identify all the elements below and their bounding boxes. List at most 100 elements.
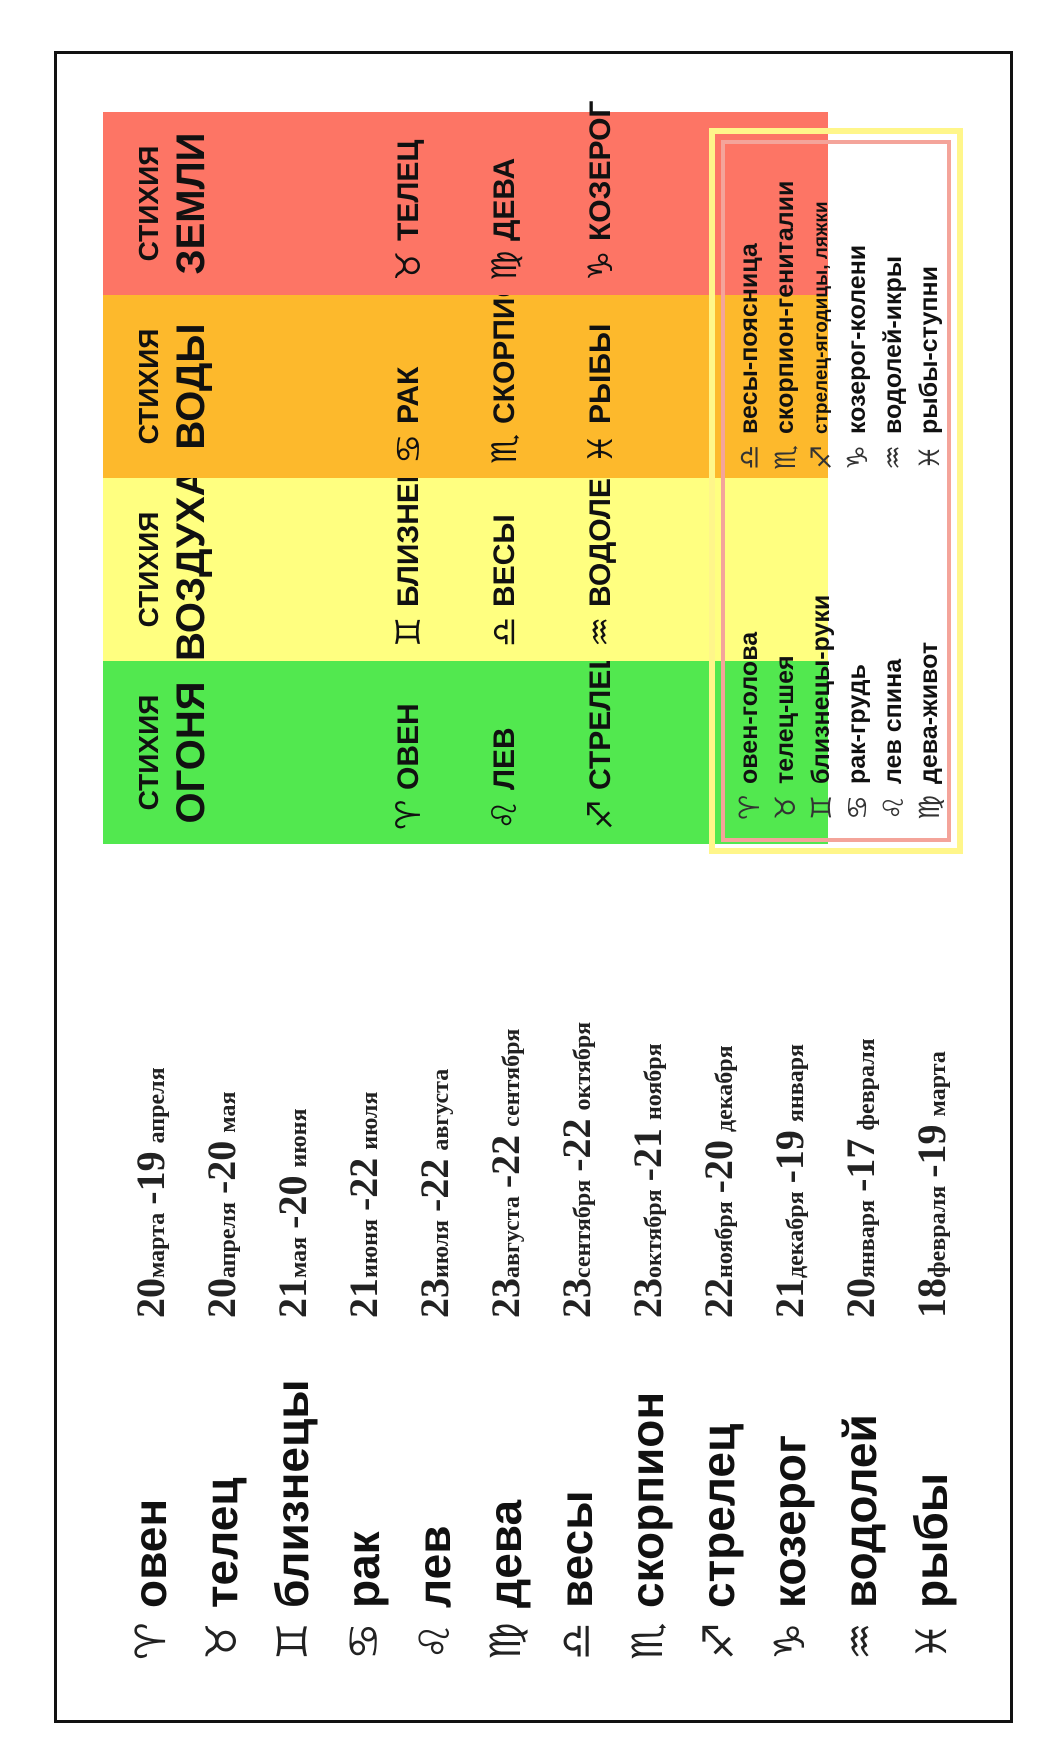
legend-text: рыбы-ступни: [915, 266, 943, 434]
element-sign-symbol: ♉︎: [389, 250, 429, 281]
legend-inner: ♈︎ овен-голова ♉︎ телец-шея ♊︎ близнецы-руки ♋…: [721, 140, 951, 842]
sign-symbol: ♍︎: [480, 1622, 530, 1660]
start-day: 22: [695, 1278, 741, 1318]
legend-item: ♓︎ рыбы-ступни: [913, 266, 946, 470]
element-line1: СТИХИЯ: [133, 145, 164, 262]
sign-symbol: ♉︎: [196, 1622, 246, 1660]
sign-dates: 21 июня -22 июля: [340, 1084, 387, 1318]
sign-symbol: ♈︎: [125, 1622, 175, 1660]
element-sign-name: РЫБЫ: [584, 323, 617, 424]
legend-symbol: ♋︎: [841, 794, 874, 820]
legend-text: скорпион-гениталии: [771, 180, 799, 434]
sign-name: телец: [195, 1477, 247, 1608]
legend-item: ♎︎ весы-поясница: [733, 243, 766, 470]
element-sign-symbol: ♑︎: [581, 250, 621, 281]
end-month: октября: [569, 1021, 596, 1111]
sign-name: козерог: [763, 1434, 815, 1608]
legend-text: козерог-колени: [843, 244, 871, 434]
element-line2: ВОЗДУХА: [169, 467, 213, 662]
end-month: августа: [427, 1068, 454, 1151]
element-sign-symbol: ♋︎: [389, 433, 429, 464]
element-sign-symbol: ♊︎: [389, 616, 429, 647]
sign-row: ♒︎ водолей 20 января -17 февраля: [825, 1030, 895, 1660]
legend-text: дева-живот: [915, 641, 943, 784]
end-month: июля: [356, 1091, 383, 1150]
end-day: -20: [695, 1139, 741, 1194]
legend-text: рак-грудь: [843, 664, 871, 784]
legend-item: ♌︎ лев спина: [877, 659, 910, 820]
legend-symbol: ♐︎: [805, 444, 838, 470]
start-month: июля: [427, 1219, 454, 1278]
start-month: января: [853, 1199, 880, 1278]
sign-dates: 20 января -17 февраля: [837, 1030, 884, 1318]
element-sign: ♉︎ ТЕЛЕЦ: [389, 140, 429, 281]
start-day: 23: [553, 1278, 599, 1318]
end-month: апреля: [143, 1067, 170, 1144]
legend-symbol: ♊︎: [805, 794, 838, 820]
end-day: -20: [198, 1140, 244, 1195]
element-line1: СТИХИЯ: [133, 328, 164, 445]
legend-item: ♑︎ козерог-колени: [841, 245, 874, 470]
legend-item: ♒︎ водолей-икры: [877, 256, 910, 470]
element-sign-symbol: ♐︎: [581, 799, 621, 830]
end-day: -17: [837, 1138, 883, 1192]
sheet: ♈︎ овен 20 марта -19 апреля ♉︎ телец 20 апреля -20…: [54, 51, 1013, 1723]
sign-name: рак: [337, 1531, 389, 1608]
start-day: 20: [837, 1278, 883, 1318]
sign-symbol: ♎︎: [551, 1622, 601, 1660]
legend-symbol: ♉︎: [769, 794, 802, 820]
end-month: января: [782, 1043, 809, 1123]
element-sign-name: ВОДОЛЕЙ: [584, 456, 617, 607]
element-sign: ♈︎ ОВЕН: [389, 703, 429, 830]
start-day: 21: [269, 1278, 315, 1318]
sign-dates: 18 февраля -19 марта: [908, 1043, 955, 1318]
legend-symbol: ♎︎: [733, 444, 766, 470]
element-line2: ЗЕМЛИ: [169, 132, 213, 275]
element-sign: ♓︎ РЫБЫ: [581, 324, 621, 464]
element-sign-symbol: ♒︎: [581, 616, 621, 647]
legend-symbol: ♑︎: [841, 444, 874, 470]
end-day: -19: [908, 1124, 954, 1178]
start-day: 21: [340, 1278, 386, 1318]
start-month: августа: [498, 1196, 525, 1278]
start-month: мая: [285, 1236, 312, 1278]
element-sign: ♋︎ РАК: [389, 367, 429, 464]
sign-name: стрелец: [692, 1423, 744, 1608]
end-month: ноября: [640, 1043, 667, 1121]
legend-symbol: ♈︎: [733, 794, 766, 820]
start-month: ноября: [711, 1201, 738, 1278]
sign-row: ♑︎ козерог 21 декабря -19 января: [754, 1036, 824, 1660]
element-sign-symbol: ♌︎: [485, 799, 525, 830]
sign-row: ♋︎ рак 21 июня -22 июля: [328, 1084, 398, 1660]
start-day: 23: [624, 1278, 670, 1318]
element-sign: ♌︎ ЛЕВ: [485, 727, 525, 830]
element-line1: СТИХИЯ: [133, 511, 164, 628]
sign-symbol: ♊︎: [267, 1622, 317, 1660]
legend: ♈︎ овен-голова ♉︎ телец-шея ♊︎ близнецы-руки ♋…: [709, 128, 963, 854]
element-sign-symbol: ♏︎: [485, 433, 525, 464]
end-month: марта: [924, 1051, 951, 1117]
end-day: -22: [553, 1118, 599, 1172]
element-sign-name: СТРЕЛЕЦ: [584, 647, 617, 790]
element-sign-symbol: ♈︎: [389, 799, 429, 830]
element-sign-name: ОВЕН: [392, 703, 425, 790]
start-day: 20: [198, 1278, 244, 1318]
end-day: -21: [624, 1128, 670, 1182]
sign-name: весы: [550, 1490, 602, 1608]
end-month: июня: [285, 1108, 312, 1168]
element-sign: ♍︎ ДЕВА: [485, 158, 525, 281]
legend-item: ♏︎ скорпион-гениталии: [769, 181, 802, 470]
sign-dates: 23 сентября -22 октября: [553, 1014, 600, 1318]
start-day: 23: [411, 1278, 457, 1318]
end-day: -20: [269, 1175, 315, 1229]
sign-name: рыбы: [905, 1472, 957, 1608]
element-sign-name: РАК: [392, 366, 425, 424]
start-day: 20: [127, 1278, 173, 1318]
sign-dates: 21 мая -20 июня: [269, 1101, 316, 1318]
legend-item: ♍︎ дева-живот: [913, 642, 946, 820]
legend-symbol: ♓︎: [913, 444, 946, 470]
end-day: -22: [411, 1158, 457, 1212]
sign-symbol: ♌︎: [409, 1622, 459, 1660]
legend-text: близнецы-руки: [807, 594, 835, 784]
sign-symbol: ♒︎: [835, 1622, 885, 1660]
